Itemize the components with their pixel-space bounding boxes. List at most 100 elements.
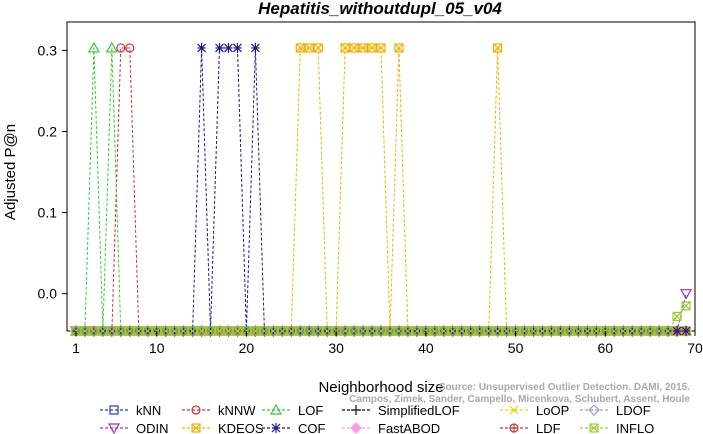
data-point (466, 326, 476, 336)
data-point (591, 326, 601, 336)
legend-label: LoOP (536, 403, 569, 418)
data-point (313, 43, 323, 53)
data-point (125, 326, 135, 336)
data-point (304, 43, 314, 53)
legend-item-ldf: LDF (500, 421, 561, 434)
data-point (493, 43, 503, 53)
data-point (125, 43, 135, 53)
series-layer (69, 41, 693, 338)
data-point (107, 326, 117, 336)
data-point (313, 326, 323, 336)
legend-marker (509, 405, 519, 415)
data-point (367, 43, 377, 53)
legend-marker (589, 423, 599, 433)
data-point (412, 326, 422, 336)
data-point (259, 326, 269, 336)
data-point (672, 326, 682, 336)
x-tick-label: 10 (149, 340, 165, 356)
data-point (385, 326, 395, 336)
series-line-knnw (76, 47, 686, 332)
series-line-cof (76, 47, 686, 332)
plot-frame (66, 21, 696, 332)
data-point (609, 326, 619, 336)
data-point (627, 326, 637, 336)
legend-marker (271, 423, 281, 433)
data-point (214, 326, 225, 336)
legend-label: KDEOS (218, 421, 264, 434)
legend-item-kdeos: KDEOS (182, 421, 264, 434)
data-point (179, 326, 189, 336)
legend-marker (191, 405, 201, 415)
legend-label: FastABOD (378, 421, 440, 434)
data-point (250, 326, 260, 336)
data-point (80, 326, 90, 336)
data-point (116, 326, 126, 336)
data-point (322, 326, 332, 336)
data-point (475, 326, 485, 336)
data-point (636, 326, 646, 336)
x-tick-label: 1 (72, 340, 80, 356)
legend-marker (588, 404, 600, 416)
legend-label: INFLO (616, 421, 654, 434)
series-kdeos (71, 43, 691, 336)
data-point (502, 326, 512, 336)
data-point (537, 326, 548, 336)
data-point (358, 43, 368, 53)
data-point (439, 326, 449, 336)
legend-item-knn: kNN (100, 403, 161, 418)
legend-item-loop: LoOP (500, 403, 569, 418)
legend-item-simplifiedlof: SimplifiedLOF (342, 403, 460, 418)
legend: kNN kNNW LOF SimplifiedLOF LoOP LDOF ODIN KDEOS… (100, 403, 654, 434)
data-point (197, 42, 206, 53)
legend-item-knnw: kNNW (182, 403, 256, 418)
data-point (223, 326, 234, 336)
data-point (170, 326, 180, 336)
chart-title: Hepatitis_withoutdupl_05_v04 (258, 0, 502, 18)
data-point (430, 326, 440, 336)
data-point (376, 326, 386, 336)
legend-label: LDF (536, 421, 561, 434)
data-point (349, 326, 359, 336)
legend-label: kNNW (218, 403, 256, 418)
series-cof (71, 42, 691, 336)
data-point (663, 326, 673, 336)
data-point (295, 43, 305, 53)
x-tick-label: 60 (597, 340, 613, 356)
data-point (394, 43, 404, 53)
data-point (654, 326, 664, 336)
data-point (546, 326, 557, 336)
watermark: Source: Unsupervised Outlier Detection. … (349, 382, 690, 405)
data-point (205, 326, 216, 336)
data-point (564, 326, 575, 336)
legend-marker (107, 423, 121, 434)
data-point (143, 326, 153, 336)
legend-marker (350, 422, 362, 434)
series-line-kdeos (76, 47, 686, 332)
data-point (134, 326, 144, 336)
data-point (232, 326, 243, 336)
legend-marker (509, 423, 519, 433)
x-axis-label: Neighborhood size (318, 379, 443, 396)
x-tick-label: 30 (328, 340, 344, 356)
data-point (645, 326, 655, 336)
data-point (681, 326, 691, 336)
series-knnw (71, 43, 691, 336)
data-point (493, 326, 503, 336)
data-point (87, 41, 100, 53)
data-point (98, 326, 108, 336)
data-point (349, 43, 359, 53)
legend-label: SimplifiedLOF (378, 403, 460, 418)
data-point (116, 43, 126, 53)
data-point (555, 326, 566, 336)
legend-marker (191, 423, 201, 433)
data-point (295, 326, 305, 336)
legend-item-fastabod: FastABOD (342, 421, 440, 434)
legend-item-odin: ODIN (100, 421, 169, 434)
data-point (340, 43, 350, 53)
data-point (448, 326, 458, 336)
watermark-line: Source: Unsupervised Outlier Detection. … (439, 382, 690, 393)
legend-label: LDOF (616, 403, 651, 418)
data-point (582, 326, 592, 336)
y-tick-label: 0.1 (38, 205, 58, 221)
